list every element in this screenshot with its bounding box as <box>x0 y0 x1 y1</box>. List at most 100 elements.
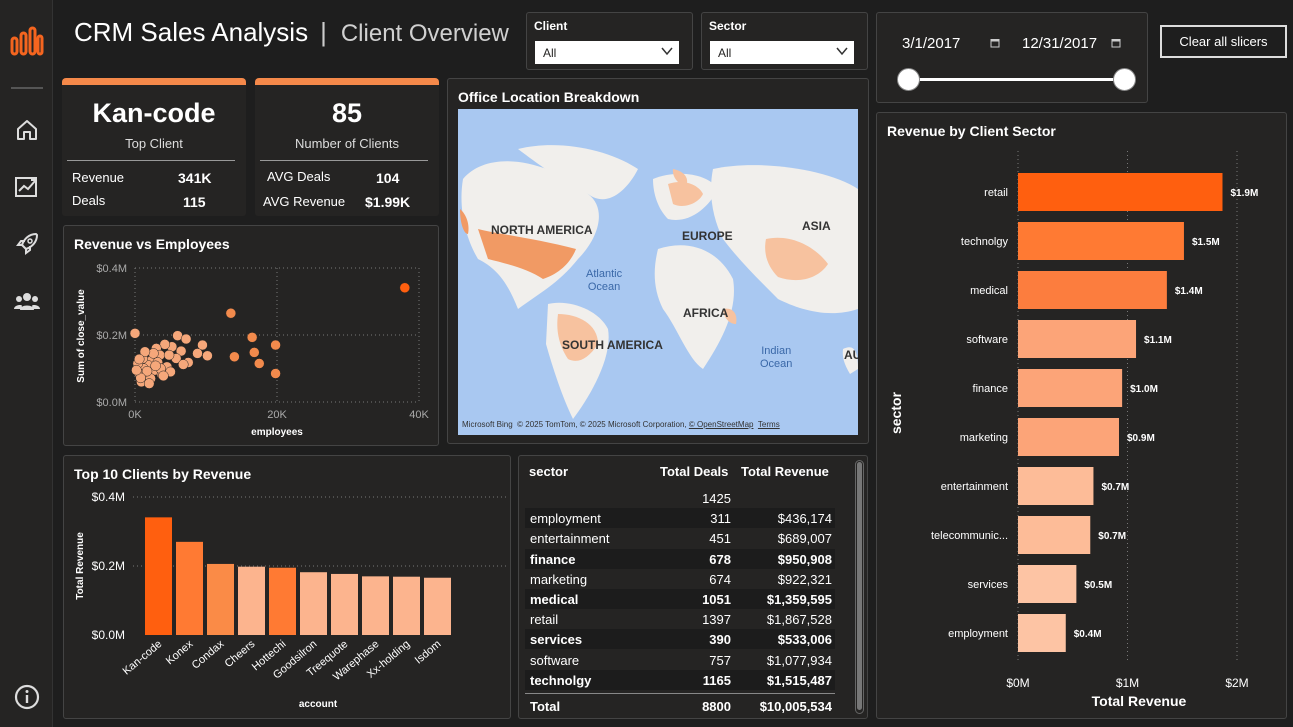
client-bar <box>300 572 327 635</box>
table-cell-deals: 1165 <box>702 672 731 688</box>
data-label: $1.5M <box>1192 237 1220 248</box>
top-client-value: Kan-code <box>92 98 216 128</box>
ocean-label-line2: Ocean <box>760 358 793 370</box>
table-row[interactable]: marketing 674 $922,321 <box>525 569 835 589</box>
y-tick-label: telecommunic... <box>931 530 1008 542</box>
title-separator: | <box>320 17 327 47</box>
start-date-input[interactable]: 3/1/2017 <box>902 35 961 52</box>
clear-slicers-button[interactable]: Clear all slicers <box>1160 25 1287 58</box>
table-cell-deals: 757 <box>709 652 731 668</box>
x-tick-label: Condax <box>190 638 227 672</box>
sidebar <box>0 0 53 727</box>
sector-bar <box>1018 271 1167 309</box>
ocean-label-line1: Indian <box>761 345 792 357</box>
table-row[interactable]: entertainment 451 $689,007 <box>525 528 835 548</box>
table-row[interactable]: 1425 <box>525 488 835 508</box>
clients-count-card: 85 Number of Clients AVG Deals 104 AVG R… <box>255 78 439 216</box>
scatter-point <box>399 282 411 294</box>
calendar-icon[interactable] <box>1111 38 1121 48</box>
data-label: $0.9M <box>1127 433 1155 444</box>
table-header-sector[interactable]: sector <box>529 464 569 479</box>
table-row[interactable]: technolgy 1165 $1,515,487 <box>525 669 835 690</box>
table-cell-deals: 311 <box>710 511 731 527</box>
terms-link[interactable]: Terms <box>757 420 780 429</box>
office-location-map[interactable]: NORTH AMERICA EUROPE ASIA AFRICA SOUTH A… <box>458 109 858 435</box>
avg-revenue-label: AVG Revenue <box>263 194 346 209</box>
table-total-row: Total 8800 $10,005,534 <box>525 693 835 717</box>
table-cell-sector: software <box>530 652 580 668</box>
scatter-point <box>270 368 281 379</box>
table-cell-sector: medical <box>530 592 579 607</box>
sidebar-item-info[interactable] <box>12 682 42 712</box>
data-label: $1.0M <box>1130 384 1158 395</box>
table-cell-sector: technolgy <box>530 672 592 688</box>
table-cell-sector: employment <box>530 511 601 527</box>
x-tick-label: $2M <box>1225 676 1248 690</box>
scatter-point <box>197 339 208 351</box>
page-subtitle: Client Overview <box>340 20 509 47</box>
table-row[interactable]: services 390 $533,006 <box>525 629 835 650</box>
continent-label: AU <box>844 348 858 362</box>
table-cell-deals: 451 <box>709 531 731 547</box>
table-cell-revenue: $436,174 <box>777 511 832 527</box>
table-cell-revenue: $1,515,487 <box>766 672 832 688</box>
date-start-handle[interactable] <box>897 68 920 91</box>
table-scrollbar[interactable] <box>855 460 864 714</box>
table-header-deals[interactable]: Total Deals <box>660 464 729 479</box>
table-row[interactable]: employment 311 $436,174 <box>525 508 835 529</box>
calendar-icon[interactable] <box>990 38 1000 48</box>
deals-value: 115 <box>183 194 206 210</box>
table-header-revenue[interactable]: Total Revenue <box>741 464 829 479</box>
table-cell-revenue: $689,007 <box>777 531 832 547</box>
table-cell-deals: 1425 <box>702 491 731 506</box>
y-tick-label: $0.0M <box>96 397 127 409</box>
scatter-point <box>141 365 153 377</box>
sidebar-item-trend[interactable] <box>12 172 42 202</box>
ocean-label-line1: Atlantic <box>586 268 623 280</box>
trend-chart-icon <box>15 177 37 197</box>
bing-logo: Microsoft Bing <box>462 420 513 429</box>
client-bar <box>424 577 451 635</box>
client-bar <box>176 541 203 635</box>
table-row[interactable]: medical 1051 $1,359,595 <box>525 589 835 609</box>
sector-bar <box>1018 418 1119 456</box>
sidebar-item-people[interactable] <box>12 286 42 316</box>
scatter-point <box>148 348 159 359</box>
table-cell-deals: 1397 <box>702 612 731 628</box>
table-row[interactable]: software 757 $1,077,934 <box>525 650 835 670</box>
end-date-input[interactable]: 12/31/2017 <box>1022 35 1098 52</box>
osm-link[interactable]: © OpenStreetMap <box>688 420 754 429</box>
table-cell-revenue: $922,321 <box>777 571 832 587</box>
table-row[interactable]: finance 678 $950,908 <box>525 548 835 569</box>
sidebar-item-home[interactable] <box>12 115 42 145</box>
scatter-point <box>225 307 237 319</box>
sector-bar <box>1018 614 1066 652</box>
continent-label: NORTH AMERICA <box>491 223 593 237</box>
client-dropdown[interactable]: All <box>535 41 679 64</box>
scatter-point <box>163 349 175 361</box>
date-end-handle[interactable] <box>1113 68 1136 91</box>
table-scrollbar-thumb[interactable] <box>857 462 862 710</box>
sector-bar <box>1018 516 1091 554</box>
client-bar <box>269 567 296 635</box>
sidebar-item-rocket[interactable] <box>12 229 42 259</box>
x-tick-label: 40K <box>409 409 429 421</box>
table-row[interactable]: retail 1397 $1,867,528 <box>525 609 835 629</box>
scatter-point <box>254 358 265 369</box>
y-tick-label: finance <box>973 383 1008 395</box>
date-range-track[interactable] <box>908 78 1124 81</box>
table-cell-sector: retail <box>530 612 559 628</box>
sector-dropdown[interactable]: All <box>710 41 854 64</box>
scatter-point <box>178 359 189 370</box>
x-tick-label: $0M <box>1006 676 1029 690</box>
continent-label: ASIA <box>802 219 831 233</box>
people-icon <box>14 293 40 310</box>
y-tick-label: $0.4M <box>96 263 127 275</box>
avg-deals-label: AVG Deals <box>267 169 331 184</box>
x-tick-label: Isdom <box>413 638 444 666</box>
client-bar <box>393 576 420 635</box>
scatter-point <box>158 370 169 382</box>
table-cell-sector: marketing <box>530 571 588 587</box>
y-tick-label: retail <box>984 187 1008 199</box>
y-axis-label: Sum of close_value <box>76 289 87 383</box>
